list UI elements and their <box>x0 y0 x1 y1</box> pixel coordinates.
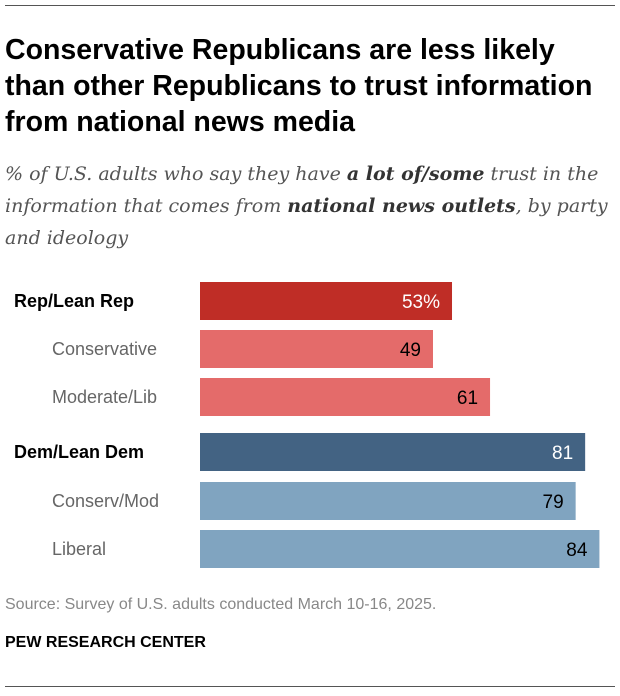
category-label: Conserv/Mod <box>52 491 159 511</box>
subtitle-text: , by party and ideology <box>5 195 608 249</box>
data-label: 53% <box>402 292 440 313</box>
bottom-rule <box>5 686 615 687</box>
subtitle-text: trust in the information that comes from <box>5 163 599 217</box>
bar <box>200 282 453 320</box>
category-label: Moderate/Lib <box>52 387 157 407</box>
category-label: Liberal <box>52 539 106 559</box>
bar <box>200 482 576 520</box>
data-label: 84 <box>566 540 588 561</box>
category-label: Dem/Lean Dem <box>14 442 144 462</box>
category-label: Rep/Lean Rep <box>14 291 134 311</box>
bar <box>200 530 600 568</box>
data-label: 79 <box>543 492 564 513</box>
chart-title: Conservative Republicans are less likely… <box>5 34 593 138</box>
data-label: 49 <box>400 340 421 361</box>
data-label: 61 <box>457 388 478 409</box>
bar <box>200 433 586 471</box>
top-rule <box>5 5 615 6</box>
subtitle-emphasis: national news outlets <box>287 195 516 217</box>
data-label: 81 <box>552 443 573 464</box>
chart-subtitle: % of U.S. adults who say they have a lot… <box>5 158 615 254</box>
subtitle-emphasis: a lot of/some <box>346 163 485 185</box>
bar <box>200 330 433 368</box>
subtitle-text: % of U.S. adults who say they have <box>5 163 347 185</box>
bar <box>200 378 491 416</box>
category-label: Conservative <box>52 339 157 359</box>
source-note: Source: Survey of U.S. adults conducted … <box>5 596 437 613</box>
pew-logo-text: PEW RESEARCH CENTER <box>5 634 206 651</box>
